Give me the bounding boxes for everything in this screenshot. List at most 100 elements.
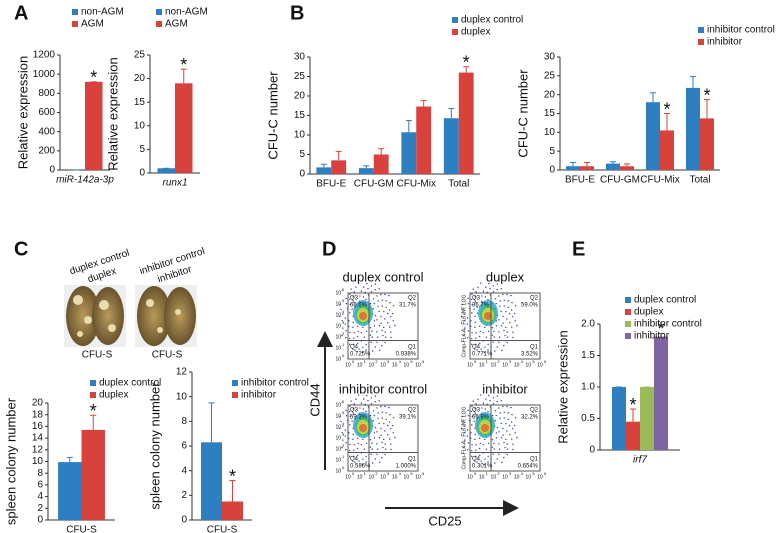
quadrant-name: Q1 (408, 345, 417, 351)
event-dot (356, 447, 359, 450)
x-tick-base: 10 (502, 362, 508, 368)
event-dot (390, 428, 392, 430)
event-dot (378, 324, 381, 327)
event-dot (378, 310, 380, 313)
x-tick-exp: 0 (352, 359, 355, 364)
event-dot (357, 325, 359, 327)
event-dot (383, 326, 385, 329)
flow-plot (461, 282, 541, 360)
event-dot (503, 417, 505, 419)
y-tick-base: 10 (335, 301, 341, 307)
y-tick-label: 12 (32, 444, 44, 455)
y-tick-exp: 0 (342, 465, 345, 470)
event-dot (493, 448, 495, 450)
event-dot (492, 453, 494, 455)
event-dot (474, 433, 476, 436)
event-dot (508, 424, 511, 427)
event-dot (381, 344, 383, 347)
x-tick-label: miR-142a-3p (56, 175, 114, 186)
event-dot (493, 442, 495, 444)
event-dot (380, 427, 382, 430)
event-dot (353, 455, 355, 458)
x-tick-exp: 3 (509, 471, 512, 476)
x-tick-base: 10 (514, 474, 520, 480)
y-tick-exp: 4 (342, 421, 345, 426)
event-dot (471, 303, 473, 306)
event-dot (342, 327, 344, 329)
event-dot (506, 318, 508, 320)
legend-swatch (625, 333, 631, 339)
y-tick-exp: 6 (342, 399, 345, 404)
event-dot (377, 417, 379, 419)
channel-label: Comp-FL4-A:: FL6 INT LOG (461, 295, 467, 358)
event-dot (464, 439, 466, 441)
event-dot (468, 419, 471, 422)
event-dot (365, 330, 368, 333)
x-tick-exp: 4 (521, 471, 524, 476)
y-tick-label: 4 (37, 491, 43, 502)
event-dot (344, 317, 347, 319)
quadrant-name: Q4 (472, 345, 481, 351)
event-dot (341, 320, 343, 322)
event-dot (371, 442, 373, 444)
y-tick-label: 30 (294, 52, 306, 63)
y-tick-exp: 1 (342, 454, 345, 459)
event-dot (498, 453, 500, 455)
x-tick-exp: 0 (352, 471, 355, 476)
x-tick-exp: 1 (486, 359, 489, 364)
x-tick-base: 10 (392, 362, 398, 368)
legend-label: inhibitor (707, 37, 743, 48)
event-dot (487, 442, 490, 445)
y-tick-label: 800 (38, 88, 55, 99)
event-dot (476, 312, 479, 315)
x-tick-base: 10 (491, 474, 497, 480)
event-dot (374, 400, 376, 403)
quadrant-name: Q4 (350, 457, 359, 463)
event-dot (390, 316, 392, 318)
y-tick-base: 10 (335, 468, 341, 474)
event-dot (384, 453, 386, 456)
event-dot (367, 287, 369, 290)
event-dot (373, 325, 376, 327)
y-tick-base: 10 (335, 402, 341, 408)
event-dot (346, 419, 349, 422)
event-dot (363, 336, 366, 338)
event-dot (361, 351, 364, 354)
bar (331, 160, 347, 174)
event-dot (512, 316, 514, 318)
legend-label: AGM (81, 19, 104, 30)
x-tick-exp: 2 (497, 359, 500, 364)
image-caption: CFU-S (82, 350, 113, 361)
x-tick-label: Total (689, 175, 710, 186)
event-dot (384, 318, 386, 320)
y-axis-label: CD44 (307, 383, 322, 416)
event-dot (475, 332, 477, 334)
event-dot (363, 286, 365, 288)
event-dot (475, 403, 477, 405)
event-dot (498, 407, 500, 409)
quadrant-percent: 66.6% (350, 303, 368, 309)
event-dot (477, 286, 479, 288)
event-dot (495, 302, 497, 305)
y-axis-label: Relative expression (105, 57, 120, 170)
event-dot (486, 403, 488, 406)
event-dot (496, 288, 498, 291)
y-tick-label: 0 (181, 515, 187, 526)
y-tick-base: 10 (335, 323, 341, 329)
event-dot (372, 462, 374, 464)
quadrant-name: Q1 (408, 457, 417, 463)
event-dot (360, 290, 363, 292)
x-tick-base: 10 (415, 474, 421, 480)
event-dot (516, 436, 518, 439)
y-tick-exp: 3 (342, 320, 345, 325)
event-dot (484, 408, 487, 410)
event-dot (487, 455, 489, 458)
event-dot (376, 431, 378, 433)
event-dot (384, 336, 387, 338)
event-dot (514, 417, 517, 419)
event-dot (498, 295, 500, 297)
event-dot (352, 433, 354, 436)
event-dot (487, 410, 489, 413)
bar (58, 462, 82, 520)
event-dot (487, 461, 489, 463)
